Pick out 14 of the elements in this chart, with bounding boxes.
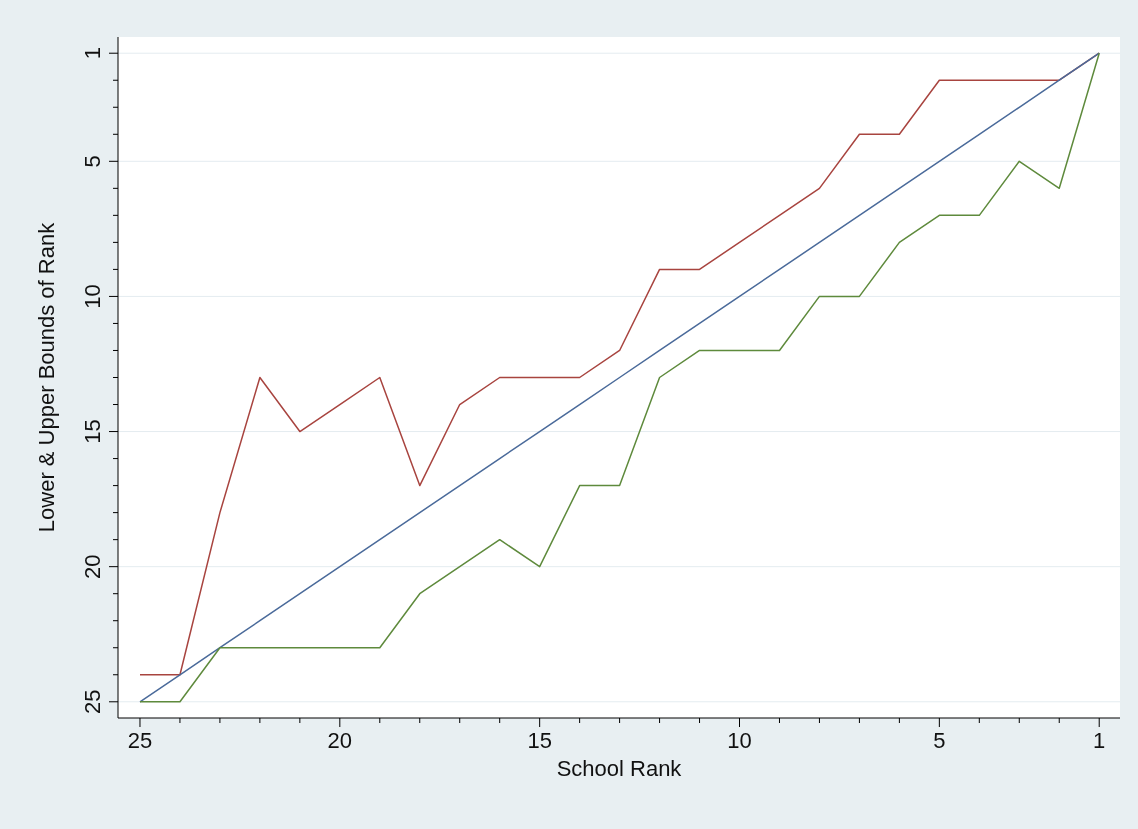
y-tick-label: 5: [80, 155, 105, 168]
y-tick-label: 25: [80, 689, 105, 715]
y-tick-label: 15: [80, 419, 105, 444]
x-axis-title: School Rank: [556, 756, 683, 781]
x-tick-label: 1: [1093, 728, 1106, 753]
y-axis-title: Lower & Upper Bounds of Rank: [33, 221, 59, 533]
y-tick-label: 10: [80, 284, 105, 309]
y-tick-label: 1: [80, 47, 105, 60]
x-tick-label: 5: [933, 728, 946, 753]
x-tick-label: 20: [327, 728, 353, 753]
x-tick-label: 10: [727, 728, 752, 753]
x-tick-label: 25: [127, 728, 153, 753]
y-tick-label: 20: [80, 554, 105, 579]
x-tick-label: 15: [527, 728, 552, 753]
